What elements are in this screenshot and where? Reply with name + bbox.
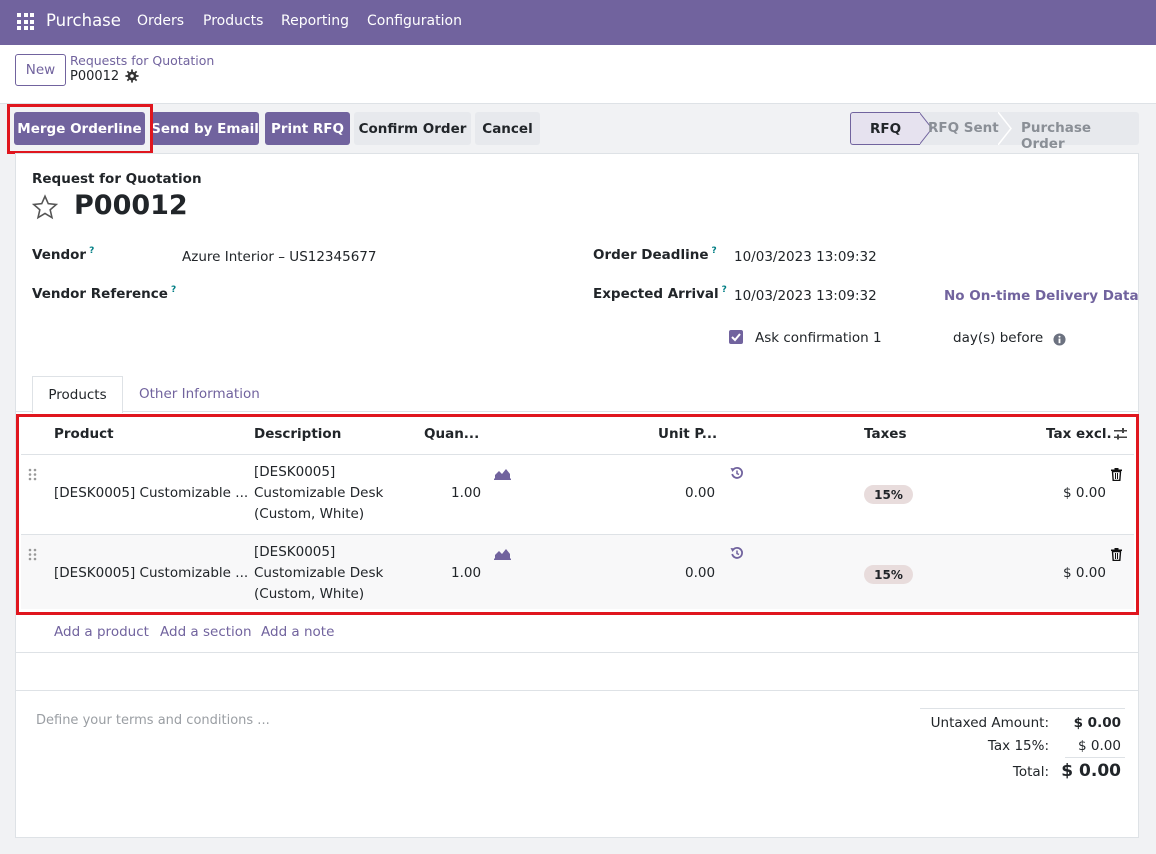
stage-arrow-sent xyxy=(998,112,1012,145)
merge-orderline-button[interactable]: Merge Orderline xyxy=(14,112,145,145)
col-header-quantity[interactable]: Quan... xyxy=(424,426,480,442)
untaxed-amount-label: Untaxed Amount: xyxy=(930,715,1049,731)
table-row-alt-bg xyxy=(21,535,1134,609)
row-unit-price[interactable]: 0.00 xyxy=(685,485,716,501)
breadcrumb-current: P00012 xyxy=(70,69,120,84)
vendor-reference-help[interactable]: ? xyxy=(170,285,177,295)
forecast-chart-icon[interactable] xyxy=(494,467,511,480)
stage-purchase-order[interactable]: Purchase Order xyxy=(1021,120,1092,152)
tax-label: Tax 15%: xyxy=(987,738,1049,754)
tab-underline-left xyxy=(16,411,32,412)
row-subtotal: $ 0.00 xyxy=(1063,565,1106,581)
stage-background xyxy=(908,112,1139,145)
row-description-line3[interactable]: (Custom, White) xyxy=(254,586,365,602)
tab-other-information[interactable]: Other Information xyxy=(139,386,260,402)
tax-value: $ 0.00 xyxy=(1078,738,1121,754)
col-header-subtotal[interactable]: Tax excl. xyxy=(1046,426,1112,442)
highlight-merge-box xyxy=(7,104,153,154)
stage-rfq-sent[interactable]: RFQ Sent xyxy=(928,120,999,136)
on-time-delivery-link[interactable]: No On-time Delivery Data xyxy=(944,288,1139,304)
menu-reporting[interactable]: Reporting xyxy=(281,13,350,29)
stage-statusbar: RFQ RFQ Sent Purchase Order xyxy=(850,112,1139,152)
totals-divider xyxy=(920,708,1125,709)
menu-products[interactable]: Products xyxy=(203,13,264,29)
optional-columns-icon[interactable] xyxy=(1113,427,1128,441)
row-subtotal: $ 0.00 xyxy=(1063,485,1106,501)
vendor-help[interactable]: ? xyxy=(89,246,95,256)
col-header-description[interactable]: Description xyxy=(254,426,342,442)
order-deadline-help[interactable]: ? xyxy=(711,246,717,256)
cancel-button[interactable]: Cancel xyxy=(475,112,540,145)
order-deadline-label: Order Deadline? xyxy=(593,246,717,263)
header-divider xyxy=(21,454,1134,455)
expected-arrival-help[interactable]: ? xyxy=(721,285,727,295)
history-icon[interactable] xyxy=(730,546,744,560)
trash-icon[interactable] xyxy=(1111,468,1122,481)
star-icon[interactable] xyxy=(31,194,59,221)
menu-orders[interactable]: Orders xyxy=(137,13,185,29)
trash-icon[interactable] xyxy=(1111,548,1122,561)
row-quantity[interactable]: 1.00 xyxy=(451,565,482,581)
form-subtitle: Request for Quotation xyxy=(32,171,202,187)
drag-handle-icon[interactable] xyxy=(28,548,37,561)
expected-arrival-field[interactable]: 10/03/2023 13:09:32 xyxy=(734,288,877,304)
terms-input[interactable]: Define your terms and conditions ... xyxy=(36,713,270,728)
status-bar: Merge Orderline Send by Email Print RFQ … xyxy=(0,104,1156,154)
print-rfq-button[interactable]: Print RFQ xyxy=(265,112,350,145)
record-title: P00012 xyxy=(74,190,188,221)
add-product-link[interactable]: Add a product xyxy=(54,624,149,640)
row-unit-price[interactable]: 0.00 xyxy=(685,565,716,581)
vendor-field[interactable]: Azure Interior – US12345677 xyxy=(182,249,377,265)
tax-badge[interactable]: 15% xyxy=(864,565,913,584)
untaxed-amount-value: $ 0.00 xyxy=(1073,715,1121,731)
section-divider xyxy=(16,652,1138,653)
total-label: Total: xyxy=(1012,764,1049,780)
row-description-line2[interactable]: Customizable Desk xyxy=(254,485,384,501)
control-panel: New Requests for Quotation P00012 xyxy=(0,45,1156,104)
history-icon[interactable] xyxy=(730,466,744,480)
expected-arrival-label: Expected Arrival? xyxy=(593,285,727,302)
ask-confirmation-checkbox[interactable] xyxy=(729,330,743,344)
gear-icon[interactable] xyxy=(125,69,139,83)
col-header-unit-price[interactable]: Unit P... xyxy=(658,426,718,442)
drag-handle-icon[interactable] xyxy=(28,468,37,481)
tab-underline xyxy=(123,411,1138,412)
tax-badge[interactable]: 15% xyxy=(864,485,913,504)
breadcrumb-parent[interactable]: Requests for Quotation xyxy=(70,53,215,68)
apps-grid-icon[interactable] xyxy=(17,13,34,30)
row-description-line1[interactable]: [DESK0005] xyxy=(254,464,336,480)
highlight-table-box xyxy=(16,414,1139,615)
days-before-label: day(s) before xyxy=(953,330,1044,346)
tab-products[interactable]: Products xyxy=(32,376,123,413)
vendor-reference-label: Vendor Reference? xyxy=(32,285,177,302)
order-deadline-field[interactable]: 10/03/2023 13:09:32 xyxy=(734,249,877,265)
section-divider xyxy=(16,690,1138,691)
forecast-chart-icon[interactable] xyxy=(494,547,511,560)
ask-confirmation-label: Ask confirmation xyxy=(755,330,869,346)
add-section-link[interactable]: Add a section xyxy=(160,624,252,640)
app-name[interactable]: Purchase xyxy=(46,11,121,30)
row-divider xyxy=(21,534,1134,535)
total-value: $ 0.00 xyxy=(1061,761,1121,781)
send-by-email-button[interactable]: Send by Email xyxy=(151,112,259,145)
total-divider xyxy=(1065,757,1125,758)
row-description-line2[interactable]: Customizable Desk xyxy=(254,565,384,581)
vendor-label: Vendor? xyxy=(32,246,95,263)
ask-days-field[interactable]: 1 xyxy=(873,330,882,346)
top-navbar: Purchase Orders Products Reporting Confi… xyxy=(0,0,1156,45)
col-header-taxes[interactable]: Taxes xyxy=(864,426,907,442)
menu-configuration[interactable]: Configuration xyxy=(367,13,462,29)
form-sheet xyxy=(15,153,1139,838)
row-product[interactable]: [DESK0005] Customizable ... xyxy=(54,485,249,501)
confirm-order-button[interactable]: Confirm Order xyxy=(354,112,471,145)
row-description-line1[interactable]: [DESK0005] xyxy=(254,544,336,560)
row-description-line3[interactable]: (Custom, White) xyxy=(254,506,365,522)
stage-rfq[interactable]: RFQ xyxy=(850,112,920,145)
info-icon[interactable] xyxy=(1053,333,1066,346)
new-button[interactable]: New xyxy=(15,54,66,86)
row-quantity[interactable]: 1.00 xyxy=(451,485,482,501)
row-product[interactable]: [DESK0005] Customizable ... xyxy=(54,565,249,581)
add-note-link[interactable]: Add a note xyxy=(261,624,335,640)
col-header-product[interactable]: Product xyxy=(54,426,114,442)
